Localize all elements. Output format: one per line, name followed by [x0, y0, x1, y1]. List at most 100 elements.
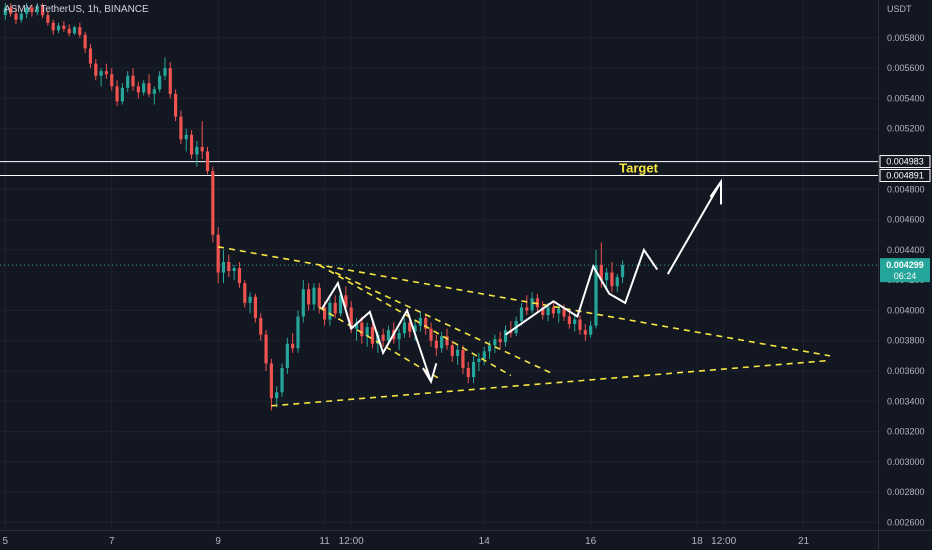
candle-body — [525, 307, 529, 311]
price-tick-label: 0.004400 — [887, 245, 925, 255]
candle-body — [179, 116, 183, 140]
time-tick-label: 16 — [585, 536, 597, 547]
candle-body — [573, 319, 577, 325]
candle-body — [296, 316, 300, 349]
candle-body — [189, 134, 194, 155]
candle-body — [456, 349, 460, 356]
candle-body — [14, 13, 18, 20]
price-tick-label: 0.002600 — [887, 517, 925, 527]
axis-labels: 0.005800 0.005600 0.005400 0.005200 0.004800… — [879, 33, 931, 527]
symbol-name: ASMY / TetherUS — [4, 4, 82, 15]
candle-body — [620, 265, 625, 278]
candle-body — [440, 336, 444, 349]
candle-body — [471, 361, 476, 378]
price-tick-label: 0.004000 — [887, 305, 925, 315]
candle-body — [317, 287, 321, 308]
candle-body — [354, 322, 359, 329]
price-tick-label: 0.003200 — [887, 427, 925, 437]
candle-body — [493, 339, 497, 346]
candle-body — [104, 71, 109, 75]
candle-body — [280, 367, 284, 393]
trendline-dashed — [318, 264, 512, 377]
candle-body — [307, 289, 311, 305]
candle-body — [9, 7, 13, 14]
time-tick-label: 14 — [479, 536, 491, 547]
price-tick-label: 0.005800 — [887, 33, 925, 43]
candle-body — [360, 322, 364, 337]
price-tick-label: 0.003800 — [887, 336, 925, 346]
candle-body — [232, 268, 236, 272]
forecast-path — [504, 247, 659, 336]
candle-body — [184, 134, 188, 140]
candle-body — [195, 146, 199, 155]
candle-body — [168, 68, 172, 94]
price-tick-label: 0.002800 — [887, 487, 925, 497]
target-label: Target — [619, 161, 658, 176]
candle-body — [158, 75, 162, 90]
candle-body — [322, 307, 327, 320]
currency-label: USDT — [887, 4, 912, 14]
trendline-dashed — [334, 271, 554, 375]
candle-body — [3, 7, 7, 16]
candle-body — [557, 308, 561, 314]
level-price-label: 0.004983 — [886, 157, 924, 167]
symbol-exchange: BINANCE — [104, 4, 149, 15]
candle-body — [370, 327, 375, 344]
candle-body — [301, 289, 305, 317]
symbol-header[interactable]: ASMY / TetherUS, 1h, BINANCE — [4, 4, 149, 15]
forecast-arrow-head — [709, 178, 722, 205]
candle-body — [615, 277, 619, 287]
trendline-dashed — [271, 359, 831, 407]
candle-body — [56, 25, 61, 31]
time-tick-label: 21 — [798, 536, 810, 547]
candle-body — [142, 83, 146, 93]
candle-body — [243, 283, 247, 303]
candle-body — [200, 146, 204, 152]
last-price-label: 0.004299 — [886, 260, 924, 270]
last-price-box — [880, 258, 930, 283]
candle-body — [152, 89, 156, 94]
candle-body — [450, 345, 454, 356]
price-tick-label: 0.003400 — [887, 396, 925, 406]
candle-body — [397, 333, 401, 340]
candle-body — [413, 325, 417, 332]
candle-body — [466, 367, 470, 378]
arrows — [321, 178, 722, 385]
candle-body — [67, 28, 71, 34]
candle-body — [216, 234, 220, 273]
time-tick-label: 7 — [109, 536, 115, 547]
candle-body — [136, 86, 140, 93]
candle-body — [583, 330, 587, 335]
forecast-arrow — [666, 181, 722, 275]
candle-body — [25, 7, 29, 14]
candle-body — [333, 302, 337, 314]
candle-body — [291, 343, 295, 349]
candle-body — [40, 6, 45, 16]
candle-body — [269, 363, 273, 399]
time-tick-label: 9 — [215, 536, 221, 547]
candle-body — [88, 48, 93, 64]
candle-body — [221, 261, 226, 273]
candle-body — [83, 34, 87, 49]
candle-body — [461, 349, 465, 368]
header-sep-2: , — [98, 4, 105, 15]
candle-body — [402, 322, 407, 334]
horizontal-levels: Target — [0, 161, 878, 266]
candle-body — [285, 343, 289, 368]
candle-body — [253, 296, 258, 318]
candle-body — [312, 287, 316, 305]
candle-body — [562, 308, 566, 317]
candle-body — [259, 318, 263, 335]
candle-body — [78, 27, 82, 35]
candle-body — [498, 339, 502, 343]
candle-body — [445, 336, 449, 346]
time-tick-label: 12:00 — [711, 536, 736, 547]
time-tick-label: 12:00 — [339, 536, 364, 547]
time-axis[interactable]: 5 7 9 11 12:00 14 16 18 12:00 21 — [3, 536, 810, 547]
countdown-label: 06:24 — [894, 271, 917, 281]
candle-body — [487, 345, 492, 352]
